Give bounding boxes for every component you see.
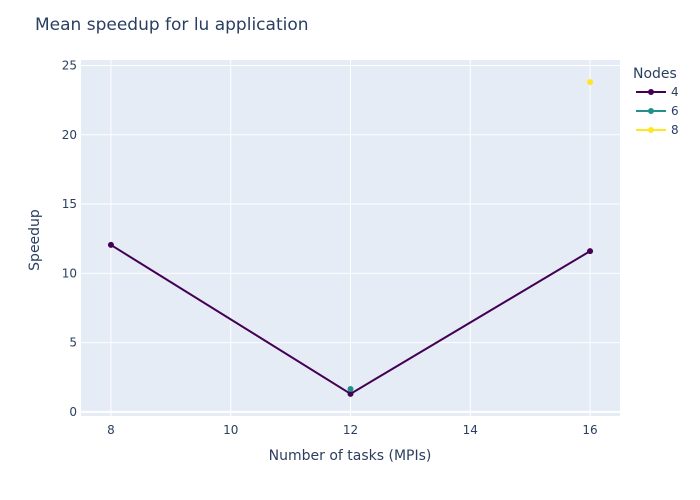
y-axis-title: Speedup bbox=[27, 209, 43, 271]
y-tick-label: 15 bbox=[62, 197, 77, 211]
legend-label: 8 bbox=[671, 123, 679, 137]
x-tick-label: 10 bbox=[223, 423, 238, 437]
data-point[interactable] bbox=[587, 248, 594, 255]
legend-items[interactable]: 4 6 8 bbox=[636, 85, 679, 137]
legend-item[interactable]: 6 bbox=[636, 104, 679, 118]
y-tick-label: 0 bbox=[69, 405, 77, 419]
legend-item[interactable]: 8 bbox=[636, 123, 679, 137]
legend-item[interactable]: 4 bbox=[636, 85, 679, 99]
legend-marker bbox=[648, 127, 654, 133]
y-tick-label: 20 bbox=[62, 128, 77, 142]
data-point[interactable] bbox=[587, 79, 594, 86]
y-axis-ticks: 0 5 10 15 20 25 bbox=[62, 59, 77, 419]
series-layer bbox=[107, 79, 594, 397]
legend[interactable]: Nodes 4 6 8 bbox=[633, 66, 679, 137]
series-8 bbox=[587, 79, 594, 86]
legend-marker bbox=[648, 108, 654, 114]
data-point[interactable] bbox=[107, 241, 114, 248]
y-tick-label: 5 bbox=[69, 336, 77, 350]
legend-label: 4 bbox=[671, 85, 679, 99]
series-4 bbox=[107, 241, 594, 397]
x-tick-label: 16 bbox=[582, 423, 597, 437]
y-tick-label: 25 bbox=[62, 59, 77, 73]
legend-label: 6 bbox=[671, 104, 679, 118]
x-tick-label: 12 bbox=[343, 423, 358, 437]
legend-marker bbox=[648, 89, 654, 95]
x-tick-label: 14 bbox=[463, 423, 478, 437]
chart-title: Mean speedup for lu application bbox=[35, 15, 309, 35]
data-point[interactable] bbox=[347, 385, 354, 392]
data-point[interactable] bbox=[347, 390, 354, 397]
y-tick-label: 10 bbox=[62, 266, 77, 280]
legend-title: Nodes bbox=[633, 66, 677, 82]
x-axis-title: Number of tasks (MPIs) bbox=[269, 448, 432, 464]
x-tick-label: 8 bbox=[107, 423, 115, 437]
x-axis-ticks: 8 10 12 14 16 bbox=[107, 423, 598, 437]
grid-lines bbox=[81, 60, 620, 416]
series-6 bbox=[347, 385, 354, 392]
